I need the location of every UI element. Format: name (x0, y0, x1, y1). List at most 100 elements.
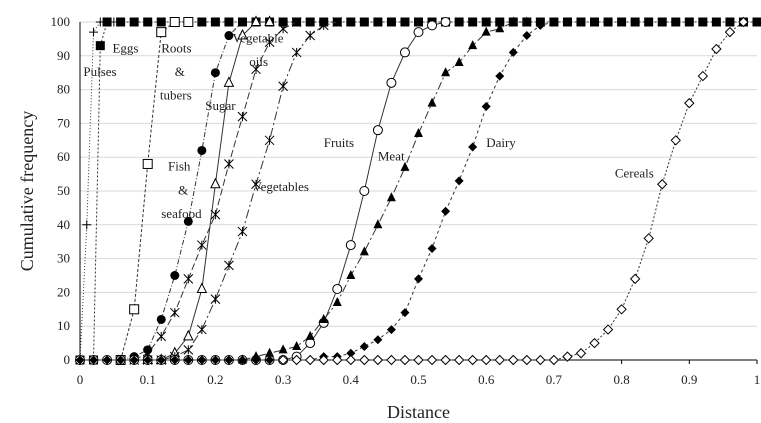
series-line (80, 21, 757, 361)
data-point (535, 20, 545, 30)
data-point (454, 176, 464, 186)
data-point (426, 354, 438, 366)
data-point (711, 43, 722, 55)
data-point (359, 354, 370, 366)
data-point (183, 216, 193, 226)
data-point (305, 338, 316, 349)
x-tick-label: 0.7 (546, 372, 563, 387)
data-point (156, 331, 167, 342)
data-point (427, 97, 437, 107)
data-point (657, 179, 668, 190)
data-point (602, 324, 614, 335)
series-line (147, 21, 270, 361)
data-point (346, 270, 356, 279)
data-point (441, 206, 451, 216)
data-point (197, 17, 207, 27)
data-point (400, 161, 410, 171)
data-point (156, 27, 167, 38)
data-point (156, 17, 166, 27)
data-point (468, 17, 478, 27)
data-point (224, 355, 234, 365)
x-tick-label: 1 (754, 372, 761, 387)
data-point (277, 354, 289, 366)
data-point (210, 209, 221, 220)
data-point (102, 17, 112, 27)
series-label: oils (249, 54, 268, 69)
data-point (386, 325, 396, 335)
data-point (454, 57, 464, 67)
data-point (548, 354, 560, 366)
data-point (481, 17, 491, 27)
data-point (237, 17, 247, 27)
data-point (359, 246, 369, 256)
data-point (481, 102, 491, 111)
data-point (291, 354, 302, 366)
data-point (142, 158, 153, 169)
data-point (305, 330, 315, 340)
series-label: Fish (168, 159, 191, 174)
data-point (684, 17, 694, 27)
data-point (495, 71, 505, 81)
data-point (467, 354, 478, 366)
data-point (346, 17, 356, 27)
data-point (89, 355, 99, 365)
data-point (400, 17, 410, 27)
data-point (399, 354, 411, 366)
data-point (373, 219, 383, 229)
data-point (616, 304, 627, 315)
series-label: Roots (161, 40, 191, 55)
data-point (522, 16, 532, 26)
y-tick-label: 30 (57, 251, 70, 266)
data-point (643, 233, 654, 244)
data-point (183, 345, 194, 355)
data-point (589, 337, 600, 349)
series-label: Sugar (205, 98, 236, 113)
data-point (332, 354, 343, 366)
x-tick-label: 0.3 (275, 372, 291, 387)
series-label: Fruits (324, 135, 354, 150)
data-point (210, 17, 220, 27)
series-label: & (178, 182, 188, 197)
data-point (630, 17, 640, 27)
data-point (82, 220, 92, 230)
series-label: Vegetable (232, 30, 283, 45)
series-label: Pulses (83, 64, 116, 79)
data-point (575, 348, 587, 359)
data-point (697, 70, 709, 82)
data-point (629, 273, 641, 285)
data-point (684, 97, 695, 109)
data-point (210, 177, 221, 189)
data-point (372, 125, 383, 136)
data-point (251, 64, 261, 75)
data-point (427, 20, 438, 31)
x-tick-label: 0.4 (343, 372, 360, 387)
x-tick-label: 0.6 (478, 372, 495, 387)
data-point (440, 354, 451, 366)
data-point (603, 17, 613, 27)
data-point (305, 30, 316, 41)
data-point (318, 354, 329, 366)
data-point (441, 67, 451, 77)
data-point (414, 17, 423, 27)
data-point (223, 76, 235, 87)
data-point (359, 341, 369, 351)
series-labels: Pulses Eggs Roots & tubers Sugar Vegetable oils… (83, 30, 653, 221)
data-point (508, 354, 519, 366)
series-label: seafood (161, 206, 202, 221)
data-point (738, 16, 749, 28)
data-point (332, 17, 343, 27)
data-point (644, 17, 654, 27)
y-tick-label: 20 (57, 284, 70, 299)
data-point (373, 335, 383, 345)
data-point (522, 31, 532, 41)
data-point (265, 355, 275, 365)
data-point (237, 226, 248, 237)
data-point (183, 274, 194, 284)
data-point (116, 355, 126, 365)
data-point (169, 307, 180, 318)
data-point (183, 17, 194, 27)
data-point (224, 17, 234, 27)
data-point (413, 27, 424, 38)
data-point (454, 17, 464, 27)
data-point (224, 260, 234, 271)
